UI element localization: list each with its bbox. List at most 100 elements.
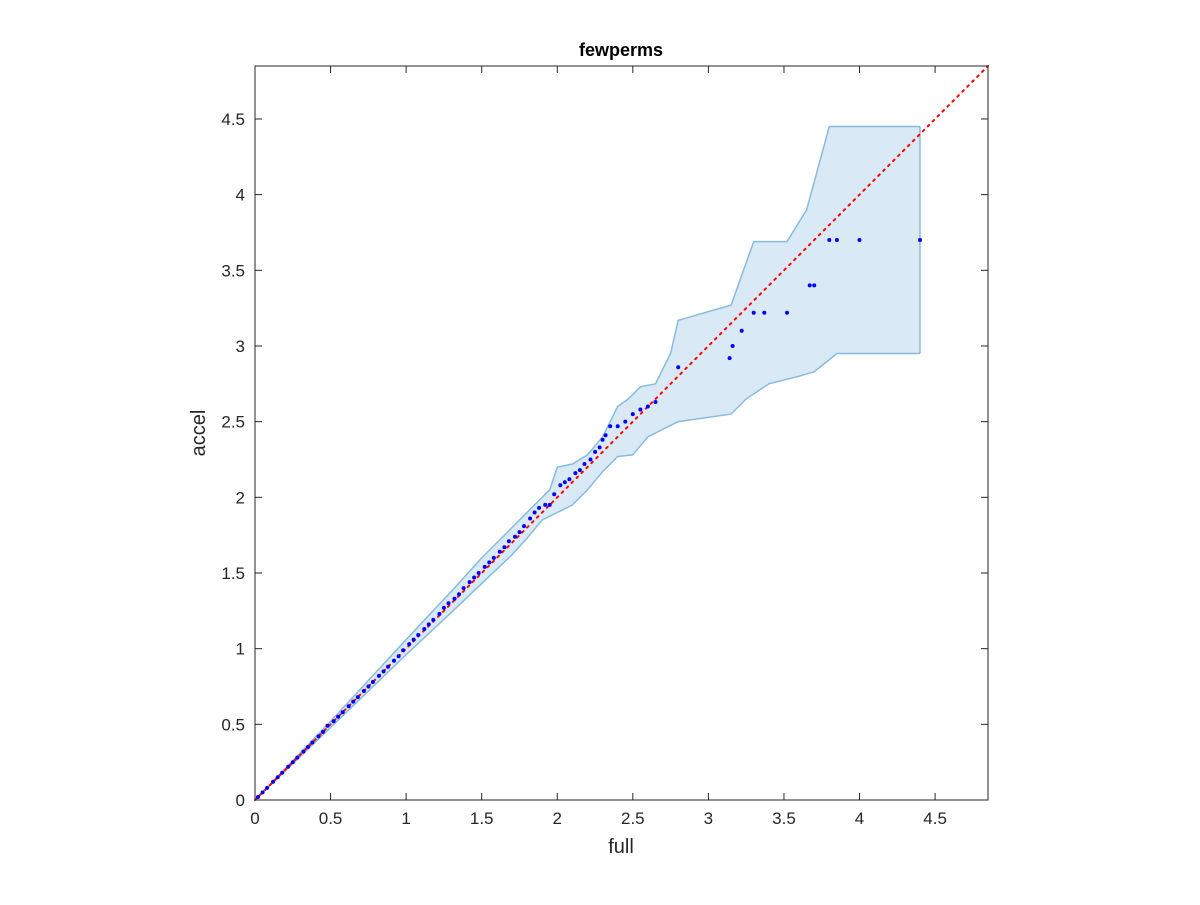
x-tick-label: 0 — [250, 809, 259, 828]
data-point — [426, 622, 431, 627]
data-point — [645, 404, 650, 409]
data-point — [316, 734, 321, 739]
confidence-band-upper-edge — [254, 125, 920, 801]
data-point — [528, 516, 533, 521]
data-point — [552, 492, 557, 497]
x-tick-label: 4.5 — [923, 809, 947, 828]
data-point — [582, 462, 587, 466]
y-axis-ticks: 0 0.5 1 1.5 2 2.5 3 3.5 4 4.5 — [221, 110, 988, 810]
y-axis-label: accel — [188, 410, 210, 457]
y-tick-label: 0.5 — [221, 715, 245, 734]
data-point — [467, 580, 472, 585]
data-point — [603, 433, 608, 438]
data-point — [370, 680, 375, 684]
data-point — [422, 627, 427, 631]
data-point — [437, 611, 442, 616]
data-point — [597, 445, 602, 450]
data-point — [491, 555, 496, 560]
data-point — [392, 658, 396, 663]
data-point — [730, 344, 735, 348]
y-tick-label: 4 — [236, 186, 245, 205]
data-point — [482, 564, 487, 569]
data-point — [265, 785, 270, 790]
data-point — [739, 328, 744, 333]
data-point — [401, 648, 406, 653]
data-point — [630, 412, 635, 417]
data-point — [286, 764, 291, 769]
data-point — [446, 601, 451, 606]
data-point — [280, 770, 285, 775]
data-points-layer — [256, 238, 922, 799]
y-tick-label: 1 — [236, 640, 245, 659]
data-point — [727, 356, 732, 361]
confidence-band-lower-edge — [254, 352, 920, 801]
data-point — [573, 471, 578, 476]
data-point — [834, 238, 839, 242]
data-point — [537, 505, 542, 510]
data-point — [355, 695, 360, 700]
data-point — [301, 749, 306, 754]
data-point — [351, 699, 356, 704]
data-point — [407, 642, 412, 647]
data-point — [812, 283, 817, 288]
data-point — [638, 407, 643, 412]
data-point — [346, 704, 351, 709]
data-point — [336, 714, 341, 719]
data-point — [256, 795, 260, 799]
y-tick-label: 1.5 — [221, 564, 245, 583]
data-point — [290, 760, 295, 765]
chart-title: fewperms — [579, 40, 663, 60]
y-tick-label: 2.5 — [221, 413, 245, 432]
y-tick-label: 0 — [236, 791, 245, 810]
data-point — [502, 545, 507, 550]
data-point — [623, 419, 628, 424]
x-axis-label: full — [608, 836, 634, 858]
y-tick-label: 3 — [236, 337, 245, 356]
data-point — [472, 575, 477, 580]
data-point — [452, 596, 457, 601]
data-point — [676, 365, 681, 370]
reference-line-layer — [254, 65, 989, 801]
data-point — [547, 502, 552, 507]
data-point — [653, 400, 658, 404]
data-point — [785, 310, 789, 315]
data-point — [857, 238, 862, 242]
data-point — [271, 779, 276, 784]
reference-diagonal-line — [254, 65, 989, 801]
confidence-band-fill — [255, 126, 920, 800]
data-point — [517, 530, 522, 535]
axes-box — [254, 65, 989, 801]
data-point — [476, 571, 481, 575]
x-axis-ticks: 0 0.5 1 1.5 2 2.5 3 3.5 4 4.5 — [250, 66, 947, 828]
data-point — [762, 310, 767, 315]
data-point — [827, 238, 832, 242]
data-point — [275, 775, 280, 780]
data-point — [260, 790, 265, 795]
data-point — [558, 483, 563, 488]
y-tick-label: 3.5 — [221, 261, 245, 280]
x-tick-label: 3.5 — [772, 809, 796, 828]
data-point — [807, 283, 812, 288]
data-point — [751, 310, 756, 315]
data-point — [600, 437, 605, 442]
data-point — [588, 457, 593, 462]
data-point — [305, 745, 310, 749]
data-point — [543, 502, 548, 507]
data-point — [321, 729, 325, 734]
data-point — [577, 468, 582, 473]
data-point — [295, 755, 300, 760]
data-point — [366, 684, 371, 689]
data-point — [331, 719, 336, 724]
data-point — [593, 449, 598, 454]
x-tick-label: 1 — [401, 809, 410, 828]
data-point — [567, 477, 572, 482]
data-point — [431, 617, 436, 622]
data-point — [615, 424, 620, 429]
data-point — [396, 654, 401, 659]
data-point — [411, 637, 416, 642]
x-tick-label: 2 — [553, 809, 562, 828]
x-tick-label: 1.5 — [470, 809, 494, 828]
data-point — [325, 723, 330, 728]
x-tick-label: 4 — [855, 809, 864, 828]
